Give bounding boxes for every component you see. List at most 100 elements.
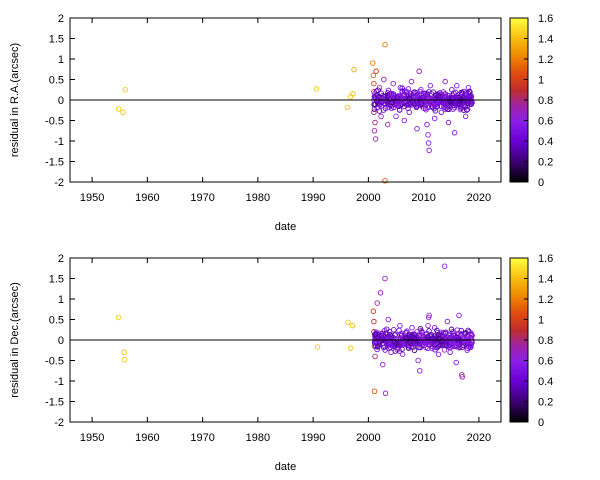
ra-data-point	[462, 113, 469, 120]
ra-data-point	[370, 60, 376, 66]
dec-x-tick-label: 1950	[80, 432, 104, 444]
dec-y-tick-label: 1	[58, 294, 64, 306]
dec-data-point	[371, 318, 377, 325]
ra-data-point	[372, 136, 379, 142]
dec-data-point	[467, 344, 474, 351]
dec-x-tick-label: 2000	[356, 432, 380, 444]
ra-data-point	[406, 92, 412, 99]
ra-data-point	[441, 91, 447, 97]
ra-data-point	[446, 103, 453, 109]
dec-y-ticks: -2 -1.5 -1 -0.5 0 0.5 1 1.5 2	[45, 253, 501, 429]
dec-data-point	[464, 333, 470, 340]
ra-y-tick-label: 1.5	[49, 34, 64, 46]
dec-data-point	[397, 322, 403, 329]
ra-data-point	[406, 95, 412, 102]
ra-y-tick-label: 2	[58, 13, 64, 25]
dec-data-point	[418, 333, 424, 339]
dec-data-point	[349, 322, 356, 329]
ra-data-point	[371, 106, 378, 112]
ra-y-tick-label: 1	[58, 54, 64, 66]
dec-data-point	[382, 390, 389, 397]
ra-y-tick-label: -2	[54, 177, 64, 189]
dec-data-point	[397, 332, 403, 338]
dec-x-tick-label: 2010	[411, 432, 435, 444]
ra-y-axis-label: residual in R.A.(arcsec)	[9, 43, 21, 157]
dec-data-point	[375, 331, 382, 337]
ra-x-tick-label: 1980	[246, 192, 270, 204]
dec-data-point	[459, 374, 466, 380]
ra-data-point	[423, 106, 429, 113]
dec-colorbar-ticks: 0 0.2 0.4 0.6 0.8 1 1.2 1.4 1.6	[524, 253, 553, 429]
ra-data-point	[418, 100, 424, 107]
dec-data-point	[444, 318, 451, 325]
ra-x-tick-label: 1970	[190, 192, 214, 204]
dec-data-point	[432, 347, 438, 353]
dec-data-point	[382, 347, 388, 353]
dec-data-point	[453, 359, 459, 366]
ra-data-point	[457, 106, 464, 113]
dec-data-point	[456, 336, 462, 343]
ra-data-point	[371, 109, 377, 116]
ra-x-axis-label: date	[275, 221, 296, 233]
dec-data-point	[417, 368, 423, 374]
dec-colorbar-tick-label: 1.4	[538, 274, 553, 286]
ra-data-point	[388, 96, 395, 102]
dec-y-tick-label: -0.5	[45, 356, 64, 368]
dec-data-point	[399, 351, 406, 358]
ra-data-point	[384, 93, 391, 99]
ra-data-point	[416, 68, 422, 75]
dec-data-point	[377, 290, 384, 296]
dec-data-point	[375, 334, 381, 340]
ra-data-point	[464, 107, 470, 113]
ra-data-point	[441, 101, 448, 107]
dec-x-tick-label: 1960	[135, 432, 159, 444]
ra-data-point	[453, 102, 460, 108]
dec-data-point	[458, 327, 464, 334]
dec-y-tick-label: 0.5	[49, 315, 64, 327]
dec-data-point	[436, 342, 442, 349]
ra-data-point	[428, 104, 435, 110]
dec-data-point	[383, 330, 389, 336]
ra-y-ticks: -2 -1.5 -1 -0.5 0 0.5 1 1.5 2	[45, 13, 501, 189]
dec-data-point	[456, 312, 462, 319]
ra-data-point	[408, 78, 415, 85]
dec-data-point	[441, 263, 448, 269]
dec-data-point	[115, 314, 122, 321]
ra-data-point	[427, 82, 434, 89]
dec-data-point	[453, 335, 460, 342]
ra-data-point	[464, 106, 471, 112]
dec-colorbar-tick-label: 1.2	[538, 294, 553, 306]
dec-x-ticks: 1950 1960 1970 1980 1990 2000 2010 2020	[80, 258, 491, 444]
ra-data-point	[390, 80, 397, 87]
ra-colorbar-tick-label: 0	[538, 177, 544, 189]
ra-data-point	[424, 121, 430, 128]
ra-data-point	[371, 127, 378, 134]
dec-data-point	[415, 357, 421, 364]
dec-data-point	[409, 324, 415, 331]
ra-data-point	[405, 86, 412, 92]
dec-y-tick-label: 0	[58, 335, 64, 347]
dec-data-point	[435, 335, 442, 342]
ra-data-point	[405, 105, 411, 112]
dec-data-point	[421, 338, 427, 344]
ra-colorbar-tick-label: 1.4	[538, 34, 553, 46]
dec-y-axis-label: residual in Dec.(arcsec)	[9, 282, 21, 398]
dec-colorbar-tick-label: 0.8	[538, 335, 553, 347]
dec-y-tick-label: -1	[54, 376, 64, 388]
dec-data-point	[435, 351, 442, 358]
dec-colorbar-tick-label: 0	[538, 417, 544, 429]
ra-data-point	[403, 95, 409, 102]
ra-data-point	[425, 140, 432, 146]
ra-data-point	[432, 108, 439, 114]
dec-x-tick-label: 1980	[246, 432, 270, 444]
ra-x-tick-label: 2010	[411, 192, 435, 204]
ra-y-tick-label: -0.5	[45, 116, 64, 128]
ra-data-point	[425, 132, 431, 138]
ra-colorbar-tick-label: 1.6	[538, 13, 553, 25]
ra-data-point	[444, 106, 451, 112]
dec-y-tick-label: -2	[54, 417, 64, 429]
ra-x-ticks: 1950 1960 1970 1980 1990 2000 2010 2020	[80, 18, 491, 204]
dec-data-point	[458, 331, 464, 337]
ra-data-point	[431, 115, 438, 122]
